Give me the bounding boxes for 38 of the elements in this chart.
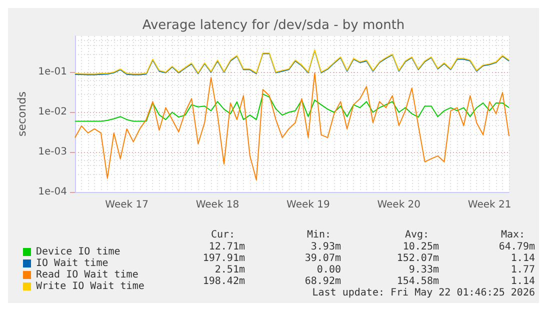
text: Last update: Fri May 22 01:46:25 2026 — [312, 288, 535, 298]
text: 197.91m — [202, 253, 245, 264]
line-series — [74, 72, 510, 180]
text: 0.00 — [316, 264, 341, 276]
chart-title: Average latency for /dev/sda - by month — [142, 18, 405, 33]
x-tick-label: Week 19 — [286, 200, 330, 210]
legend-label: Write IO Wait time — [36, 281, 144, 292]
text: 3.93m — [310, 242, 341, 252]
line-series — [74, 94, 510, 122]
text: 9.33m — [408, 264, 439, 276]
text: 1.14 — [510, 253, 535, 264]
text: Max: — [500, 230, 526, 240]
text: 39.07m — [304, 253, 341, 264]
legend-label: IO Wait time — [36, 258, 108, 269]
y-tick-label: 1e-04 — [38, 186, 67, 198]
x-tick-label: Week 21 — [468, 200, 512, 210]
text: 64.79m — [498, 242, 535, 252]
legend-label: Device IO time — [36, 246, 120, 258]
text: 198.42m — [202, 276, 245, 287]
text: 154.58m — [396, 276, 439, 287]
text: 152.07m — [396, 253, 439, 264]
text: 2.51m — [214, 264, 245, 276]
x-tick-label: Week 20 — [377, 200, 421, 210]
text: Cur: — [210, 230, 236, 240]
x-tick-label: Week 18 — [196, 200, 240, 210]
x-tick-label: Week 17 — [105, 200, 148, 210]
y-tick-label: 1e-03 — [38, 146, 67, 158]
text: Avg: — [404, 230, 430, 240]
legend-label: Read IO Wait time — [36, 270, 138, 280]
text: 68.92m — [304, 276, 341, 287]
y-tick-label: 1e-02 — [38, 106, 67, 118]
text: Min: — [306, 230, 332, 240]
text: 12.71m — [208, 242, 245, 252]
y-tick-label: 1e-01 — [38, 66, 67, 78]
text: 10.25m — [402, 242, 439, 252]
y-axis-title: seconds — [15, 91, 28, 136]
text: 1.77 — [510, 264, 535, 276]
text: 1.14 — [510, 276, 535, 287]
